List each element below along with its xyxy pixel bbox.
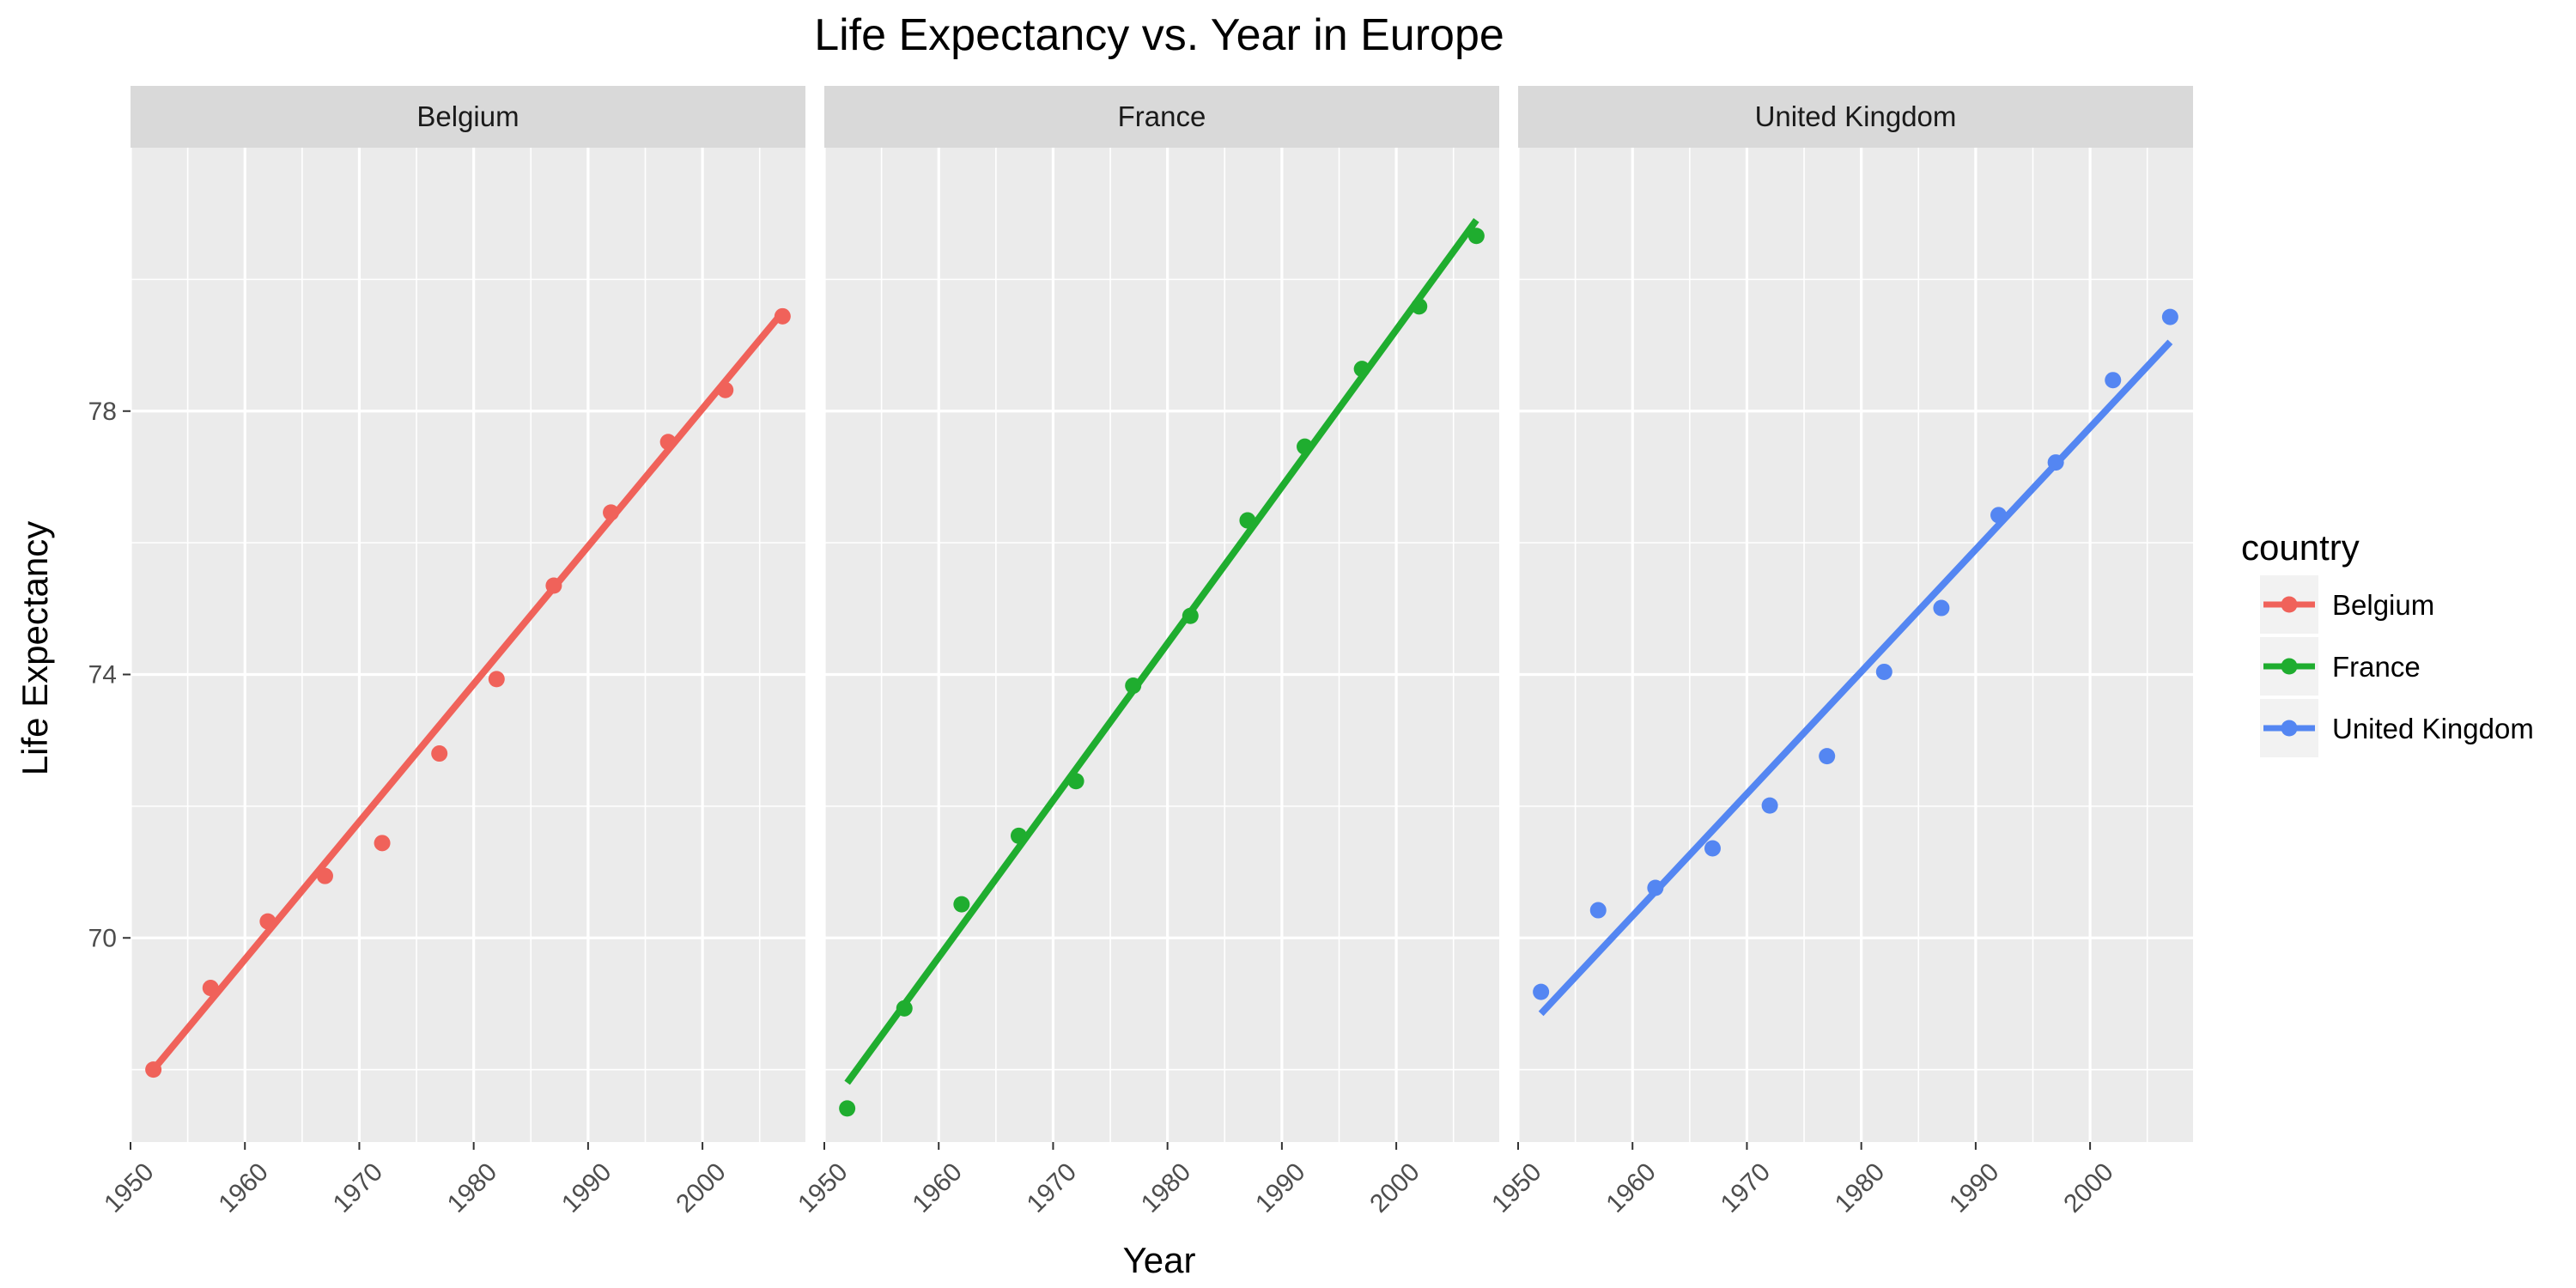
- data-point-france: [1411, 298, 1428, 315]
- strip-belgium: [131, 86, 805, 148]
- strip-france: [824, 86, 1499, 148]
- data-point-belgium: [202, 980, 219, 997]
- data-point-united-kingdom: [1533, 983, 1550, 1000]
- trend-line-united-kingdom: [1538, 339, 2173, 1017]
- data-point-united-kingdom: [1647, 879, 1664, 896]
- x-tick-label: 1950: [793, 1157, 854, 1218]
- legend-label-france: France: [2332, 651, 2421, 683]
- legend-key-point: [2281, 596, 2298, 613]
- x-tick-label: 1950: [99, 1157, 160, 1218]
- x-tick-label: 1960: [1601, 1157, 1662, 1218]
- data-point-belgium: [488, 671, 505, 688]
- data-point-belgium: [603, 504, 620, 521]
- data-point-france: [1010, 827, 1027, 844]
- x-tick-label: 2000: [2058, 1157, 2119, 1218]
- x-tick-label: 1980: [442, 1157, 503, 1218]
- trend-line-france: [844, 218, 1479, 1085]
- data-point-belgium: [259, 913, 276, 930]
- data-point-united-kingdom: [2161, 308, 2178, 325]
- data-point-france: [1067, 773, 1084, 790]
- legend-key-point: [2281, 720, 2298, 737]
- x-tick-label: 1950: [1486, 1157, 1547, 1218]
- data-point-france: [1125, 677, 1142, 695]
- panel-background: [1518, 148, 2193, 1142]
- strip-label-belgium: Belgium: [416, 100, 519, 132]
- x-tick-label: 1990: [556, 1157, 617, 1218]
- x-tick-label: 1960: [907, 1157, 968, 1218]
- data-point-belgium: [545, 577, 562, 594]
- data-point-belgium: [145, 1061, 162, 1078]
- x-tick-label: 2000: [1364, 1157, 1425, 1218]
- data-point-belgium: [431, 745, 448, 762]
- x-axis-title: Year: [1123, 1240, 1196, 1280]
- legend-label-belgium: Belgium: [2332, 589, 2434, 621]
- strip-united-kingdom: [1518, 86, 2193, 148]
- x-tick-label: 1970: [1022, 1157, 1083, 1218]
- data-point-france: [1353, 361, 1370, 378]
- legend: country Belgium France United Kingdom: [2241, 527, 2534, 757]
- y-tick-label: 78: [88, 398, 117, 426]
- panel-belgium: Belgium 1950 1960 1970 1980 1990 2000 70 74 78: [88, 86, 805, 1218]
- legend-item-france: France: [2260, 637, 2421, 696]
- y-tick-label: 70: [88, 924, 117, 952]
- data-point-united-kingdom: [1933, 599, 1950, 617]
- legend-item-united-kingdom: United Kingdom: [2260, 699, 2534, 757]
- data-point-united-kingdom: [1819, 748, 1836, 765]
- data-point-united-kingdom: [1704, 840, 1721, 857]
- data-point-united-kingdom: [1761, 797, 1778, 814]
- data-point-france: [1239, 512, 1256, 529]
- x-tick-label: 1990: [1944, 1157, 2005, 1218]
- chart-title: Life Expectancy vs. Year in Europe: [814, 10, 1504, 60]
- data-point-united-kingdom: [2105, 372, 2122, 389]
- x-tick-label: 1960: [213, 1157, 274, 1218]
- data-point-belgium: [659, 434, 677, 451]
- y-axis-title: Life Expectancy: [15, 521, 55, 776]
- x-tick-label: 1990: [1250, 1157, 1311, 1218]
- trend-line-belgium: [150, 310, 786, 1072]
- panel-france: France 1950 1960 1970 1980 1990 2000: [793, 86, 1499, 1218]
- strip-label-united-kingdom: United Kingdom: [1755, 100, 1957, 132]
- data-point-belgium: [316, 867, 333, 884]
- legend-key-point: [2281, 658, 2298, 675]
- data-point-belgium: [717, 381, 734, 398]
- data-point-france: [1467, 228, 1485, 245]
- legend-label-united-kingdom: United Kingdom: [2332, 713, 2534, 744]
- x-tick-label: 1970: [328, 1157, 389, 1218]
- data-point-united-kingdom: [1589, 902, 1607, 919]
- data-point-france: [1297, 438, 1314, 455]
- y-tick-label: 74: [88, 661, 117, 690]
- data-point-france: [839, 1100, 856, 1117]
- x-tick-label: 1970: [1716, 1157, 1777, 1218]
- data-point-united-kingdom: [2047, 454, 2064, 471]
- strip-label-france: France: [1118, 100, 1206, 132]
- data-point-france: [953, 896, 970, 913]
- data-point-united-kingdom: [1990, 507, 2008, 524]
- data-point-france: [896, 999, 913, 1017]
- panel-background: [131, 148, 805, 1142]
- legend-item-belgium: Belgium: [2260, 575, 2434, 634]
- x-tick-label: 2000: [671, 1157, 732, 1218]
- x-tick-label: 1980: [1830, 1157, 1891, 1218]
- data-point-belgium: [374, 835, 391, 852]
- panel-background: [824, 148, 1499, 1142]
- data-point-belgium: [774, 307, 791, 325]
- legend-title: country: [2241, 527, 2360, 568]
- x-tick-label: 1980: [1136, 1157, 1197, 1218]
- facet-panels: Belgium 1950 1960 1970 1980 1990 2000 70 74 78 Fra…: [88, 86, 2193, 1218]
- panel-united-kingdom: United Kingdom 1950 1960 1970 1980 1990 2000: [1486, 86, 2193, 1218]
- data-point-france: [1182, 607, 1199, 624]
- data-point-united-kingdom: [1875, 663, 1893, 680]
